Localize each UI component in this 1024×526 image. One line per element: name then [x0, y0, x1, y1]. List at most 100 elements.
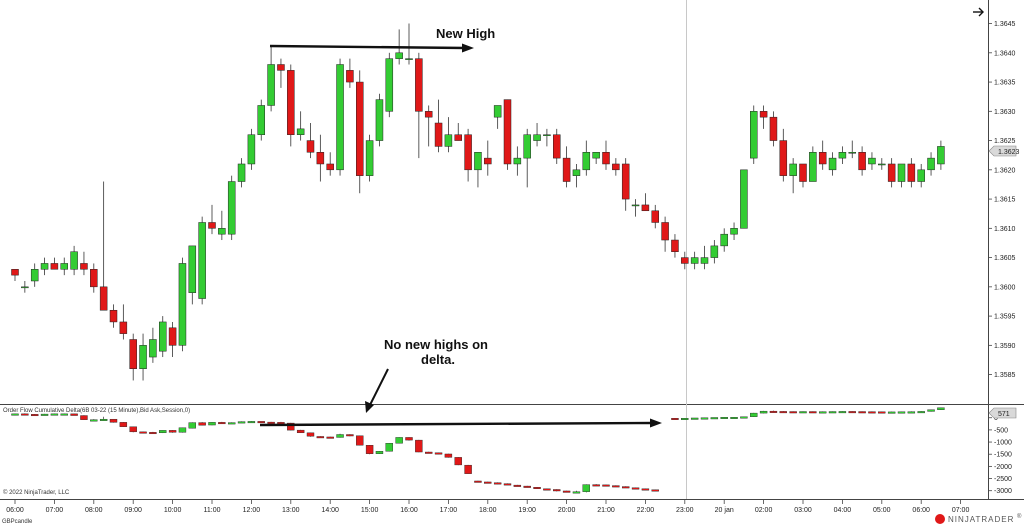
delta-candle: [425, 451, 433, 454]
delta-candle: [848, 411, 856, 414]
time-axis-label: 18:00: [479, 507, 497, 514]
time-axis-label: 15:00: [361, 507, 379, 514]
current-delta-badge: 571: [988, 407, 1017, 419]
delta-candle: [178, 427, 187, 433]
price-candle: [119, 321, 128, 334]
price-candle: [365, 140, 374, 176]
delta-candle: [513, 484, 522, 487]
price-candle: [50, 263, 59, 270]
delta-candle: [434, 452, 443, 455]
time-axis-label: 14:00: [321, 507, 339, 514]
time-axis-label: 10:00: [164, 507, 182, 514]
time-axis-label: 22:00: [637, 507, 655, 514]
price-axis-label: 1.3615: [994, 197, 1016, 204]
delta-candle: [572, 491, 581, 494]
price-candle: [375, 99, 384, 141]
delta-candle: [523, 485, 531, 488]
copyright-text: © 2022 NinjaTrader, LLC: [3, 489, 70, 496]
delta-indicator-title: Order Flow Cumulative Delta(6B 03-22 (15…: [3, 408, 190, 414]
price-candle: [149, 339, 157, 358]
delta-candle: [612, 485, 620, 488]
price-axis-label: 1.3620: [994, 167, 1016, 174]
delta-panel[interactable]: [0, 406, 988, 499]
price-candle: [553, 134, 561, 159]
delta-candle: [631, 487, 640, 490]
price-candle: [277, 64, 285, 71]
time-axis-label: 21:00: [597, 507, 615, 514]
time-axis-label: 07:00: [46, 507, 64, 514]
delta-candle: [681, 418, 689, 420]
price-candle: [99, 286, 108, 311]
delta-candle: [582, 484, 590, 492]
delta-candle: [149, 432, 157, 435]
delta-candle: [927, 409, 935, 412]
price-candle: [434, 122, 443, 147]
price-candle: [690, 257, 699, 264]
delta-candle: [671, 418, 679, 420]
svg-text:NINJATRADER: NINJATRADER: [948, 515, 1014, 524]
new-high-annotation: New High: [436, 26, 495, 41]
delta-candle: [878, 411, 886, 414]
price-candle: [907, 163, 916, 182]
time-axis-label: 12:00: [243, 507, 261, 514]
time-axis-label: 09:00: [124, 507, 142, 514]
delta-candle: [907, 411, 916, 414]
delta-candle: [769, 410, 778, 413]
price-candle: [740, 169, 748, 229]
price-candle: [70, 251, 78, 270]
delta-candle: [247, 421, 256, 424]
price-candle: [641, 204, 650, 212]
delta-axis-label: -500: [994, 427, 1008, 434]
price-candle: [424, 111, 433, 118]
delta-candle: [858, 411, 866, 414]
price-candle: [631, 204, 640, 207]
price-candle: [208, 222, 216, 229]
time-axis-label: 19:00: [518, 507, 536, 514]
price-candle: [917, 169, 925, 182]
price-candle: [769, 116, 778, 141]
price-axis-label: 1.3625: [994, 138, 1016, 145]
price-candle: [474, 152, 482, 171]
delta-candle: [139, 431, 147, 434]
price-candle: [671, 239, 679, 252]
scroll-right-icon[interactable]: [973, 7, 984, 17]
price-candle: [444, 134, 453, 147]
price-candle: [296, 128, 305, 135]
price-panel[interactable]: [0, 0, 988, 403]
current-price-label: 1.3623: [998, 149, 1020, 156]
delta-candle: [740, 416, 748, 419]
price-candle: [247, 134, 256, 165]
time-axis-label: 02:00: [755, 507, 773, 514]
price-candle: [11, 269, 19, 276]
delta-candle: [543, 488, 551, 491]
price-candle: [710, 245, 719, 258]
price-candle: [178, 263, 187, 346]
delta-candle: [819, 411, 827, 414]
price-candle: [168, 327, 177, 346]
delta-candle: [159, 430, 167, 434]
delta-candle: [405, 437, 413, 441]
price-candle: [316, 152, 325, 165]
delta-candle: [356, 435, 364, 446]
price-candle: [60, 263, 68, 270]
current-price-badge: 1.3623: [988, 145, 1020, 157]
price-candle: [464, 134, 472, 171]
delta-candle: [346, 434, 354, 437]
delta-candle: [484, 481, 492, 484]
price-candle: [730, 228, 738, 235]
delta-candle: [474, 480, 482, 483]
delta-candle: [799, 411, 807, 414]
price-axis-label: 1.3645: [994, 21, 1016, 28]
delta-candle: [287, 422, 295, 431]
delta-candle: [641, 488, 650, 491]
price-candle: [750, 111, 758, 159]
delta-axis-label: 0: [994, 415, 998, 422]
price-candle: [858, 152, 866, 171]
delta-candle: [237, 421, 246, 424]
delta-candle: [868, 411, 876, 414]
delta-candle: [759, 410, 768, 414]
time-axis-label: 06:00: [6, 507, 24, 514]
price-axis-label: 1.3630: [994, 109, 1016, 116]
price-candle: [90, 269, 98, 288]
